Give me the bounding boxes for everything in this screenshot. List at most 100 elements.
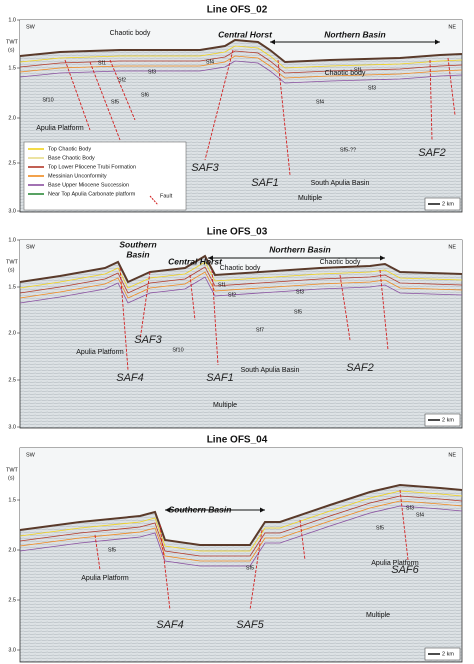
annotation: Southern [119,239,156,249]
y-tick-label: 3.0 [8,208,16,214]
y-tick-label: 2.0 [8,330,16,336]
axis-label: TWT [6,467,19,473]
legend-label: Messinian Unconformity [48,173,107,179]
horizon [19,45,463,69]
legend-box [23,141,187,211]
annotation: SAF2 [418,147,446,159]
fault [299,519,306,561]
seafloor [19,38,463,64]
annotation: Sf5 [108,547,116,553]
annotation: Northern Basin [324,29,385,39]
water-column [20,20,462,62]
horizon [19,266,463,294]
annotation: Central Horst [168,256,223,266]
annotation: Multiple [366,612,390,619]
y-tick-label: 2.5 [8,597,16,603]
annotation: Sf7 [256,327,264,333]
annotation: Sf6 [141,92,149,98]
fault [109,59,136,121]
annotation: Apulia Platform [36,125,84,132]
annotation: Sf5 [246,565,254,571]
fault [139,271,151,341]
side-label: SW [26,244,36,250]
side-label: NE [448,452,456,458]
annotation: Sf10 [42,97,53,103]
seafloor [19,483,463,546]
annotation: SAF3 [134,334,162,346]
y-tick-label: 1.5 [8,497,16,503]
annotation: Chaotic body [320,259,361,266]
annotation: South Apulia Basin [311,180,370,187]
horizon [19,60,463,84]
fault [159,524,171,611]
fault [211,269,219,366]
annotation: SAF6 [391,564,419,576]
annotation: Basin [126,249,149,259]
annotation: Apulia Platform [371,560,419,567]
water-column [20,240,462,282]
y-tick-label: 2.0 [8,115,16,121]
annotation: Sf1 [218,282,226,288]
annotation: SAF2 [346,362,374,374]
legend-label: Top Chaotic Body [48,146,91,152]
y-tick-label: 2.5 [8,160,16,166]
fault [94,534,101,571]
y-tick-label: 2.5 [8,377,16,383]
scale-box [424,197,461,211]
fault [64,59,91,131]
panel-title: Line OFS_04 [207,435,268,446]
annotation: Multiple [298,195,322,202]
fault [447,57,456,116]
annotation: Sf4 [316,99,324,105]
annotation: Chaotic body [110,30,151,37]
annotation: Sf5-?? [340,147,356,153]
annotation: Multiple [213,402,237,409]
axis-label: (s) [8,475,15,481]
legend-label: Top Lower Pliocene Trubi Formation [48,164,136,170]
axis-label: TWT [6,259,19,265]
side-label: NE [448,24,456,30]
horizon [19,495,463,557]
annotation: SAF1 [206,372,234,384]
panel-title: Line OFS_03 [207,227,268,238]
annotation: Sf1 [98,60,106,66]
annotation: SAF5 [236,619,264,631]
annotation: South Apulia Basin [241,367,300,374]
legend-label: Base Upper Miocene Succession [48,182,129,188]
water-column [20,448,462,545]
annotation: Sf3 [368,85,376,91]
annotation: Sf2 [228,292,236,298]
fault [339,274,351,341]
horizon [19,500,463,562]
axis-label: (s) [8,47,15,53]
annotation: Central Horst [218,29,273,39]
side-label: NE [448,244,456,250]
y-tick-label: 2.0 [8,547,16,553]
annotation: SAF4 [116,372,144,384]
fault [189,274,196,321]
fault [119,267,129,371]
horizon [19,55,463,79]
scale-label: 2 km [442,201,454,207]
annotation: Apulia Platform [81,575,129,582]
fault [277,59,291,176]
legend-label: Base Chaotic Body [48,155,95,161]
annotation: Sf5 [294,309,302,315]
horizon [19,50,463,74]
annotation: Sf4 [206,59,214,65]
scale-box [424,647,461,661]
annotation: SAF3 [191,162,219,174]
annotation: Chaotic body [220,265,261,272]
annotation: Sf3 [296,289,304,295]
horizon [19,271,463,299]
y-tick-label: 1.0 [8,237,16,243]
fault [204,49,234,161]
scale-label: 2 km [442,651,454,657]
side-label: SW [26,452,36,458]
annotation: SAF4 [156,619,184,631]
y-tick-label: 1.5 [8,65,16,71]
annotation: Sf2 [118,77,126,83]
legend-swatch [149,195,159,206]
side-label: SW [26,24,36,30]
